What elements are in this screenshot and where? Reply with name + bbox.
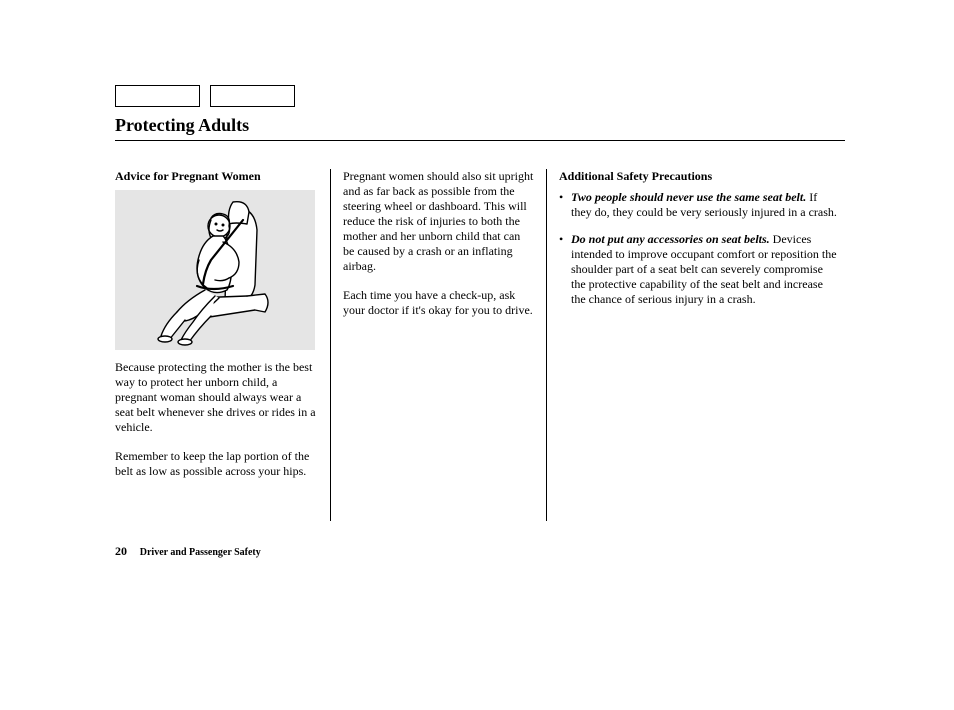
page-number: 20 <box>115 544 127 558</box>
column-2: Pregnant women should also sit upright a… <box>331 169 546 521</box>
col3-heading: Additional Safety Precautions <box>559 169 837 184</box>
header-index-boxes <box>115 85 845 107</box>
bullet-lead: Do not put any accessories on seat belts… <box>571 232 770 246</box>
bullet-lead: Two people should never use the same sea… <box>571 190 806 204</box>
column-1: Advice for Pregnant Women <box>115 169 330 521</box>
list-item: • Do not put any accessories on seat bel… <box>559 232 837 307</box>
bullet-icon: • <box>559 232 571 307</box>
bullet-text: Two people should never use the same sea… <box>571 190 837 220</box>
content-columns: Advice for Pregnant Women <box>115 169 845 521</box>
col2-paragraph-1: Pregnant women should also sit upright a… <box>343 169 534 274</box>
header-box-1 <box>115 85 200 107</box>
bullet-icon: • <box>559 190 571 220</box>
pregnant-woman-illustration <box>115 190 315 350</box>
footer-section: Driver and Passenger Safety <box>140 547 261 558</box>
header-box-2 <box>210 85 295 107</box>
col1-paragraph-1: Because protecting the mother is the bes… <box>115 360 318 435</box>
col1-heading: Advice for Pregnant Women <box>115 169 318 184</box>
column-3: Additional Safety Precautions • Two peop… <box>547 169 837 521</box>
page-footer: 20 Driver and Passenger Safety <box>115 544 261 559</box>
page-title: Protecting Adults <box>115 115 845 141</box>
precautions-list: • Two people should never use the same s… <box>559 190 837 319</box>
col1-paragraph-2: Remember to keep the lap portion of the … <box>115 449 318 479</box>
bullet-text: Do not put any accessories on seat belts… <box>571 232 837 307</box>
col2-paragraph-2: Each time you have a check-up, ask your … <box>343 288 534 318</box>
seatbelt-figure-icon <box>115 190 315 350</box>
document-page: Protecting Adults Advice for Pregnant Wo… <box>115 85 845 521</box>
list-item: • Two people should never use the same s… <box>559 190 837 220</box>
